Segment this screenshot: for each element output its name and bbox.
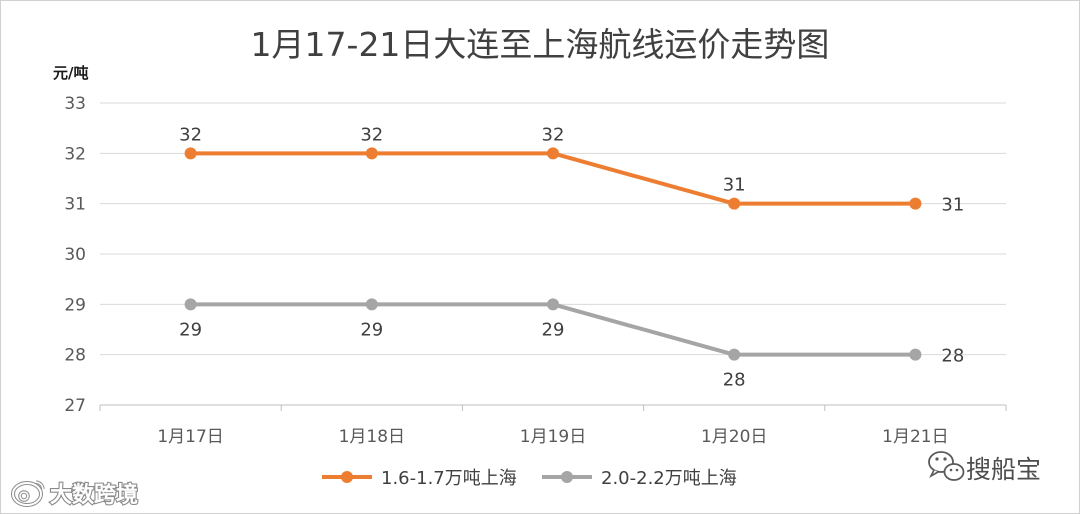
y-tick-label: 32 — [64, 144, 86, 164]
x-axis: 1月17日 1月18日 1月19日 1月20日 1月21日 — [99, 404, 1007, 447]
data-point — [547, 147, 559, 160]
data-label: 31 — [941, 195, 964, 216]
y-tick-label: 29 — [64, 295, 86, 315]
data-point — [184, 147, 197, 160]
legend-label: 1.6-1.7万吨上海 — [381, 468, 517, 489]
data-point — [728, 197, 741, 210]
data-point — [909, 197, 922, 210]
data-label: 29 — [360, 319, 383, 340]
data-label: 29 — [179, 319, 202, 340]
data-label: 28 — [723, 370, 746, 391]
series-group: 32 32 32 31 31 29 29 29 28 28 — [179, 124, 964, 390]
legend-swatch-marker — [561, 471, 573, 483]
x-tick-label: 1月18日 — [339, 427, 405, 447]
data-point — [365, 147, 378, 160]
data-point — [728, 348, 741, 361]
y-tick-label: 33 — [64, 94, 86, 114]
data-point — [909, 348, 922, 361]
y-axis-unit-label: 元/吨 — [53, 64, 88, 82]
wechat-icon — [928, 451, 965, 481]
watermark-left: 大数跨境 — [11, 480, 139, 509]
data-label: 32 — [542, 124, 565, 145]
y-tick-label: 28 — [64, 346, 86, 366]
y-tick-label: 30 — [64, 245, 86, 265]
y-axis: 27 28 29 30 31 32 33 — [64, 94, 86, 416]
watermark-right: 搜船宝 — [928, 451, 1041, 484]
x-tick-label: 1月19日 — [520, 427, 586, 447]
legend-item: 1.6-1.7万吨上海 — [322, 468, 517, 489]
data-label: 28 — [941, 346, 964, 367]
legend-item: 2.0-2.2万吨上海 — [542, 468, 737, 489]
x-tick-label: 1月21日 — [882, 427, 948, 447]
x-tick-label: 1月17日 — [157, 427, 223, 447]
data-label: 29 — [542, 319, 565, 340]
x-tick-label: 1月20日 — [701, 427, 767, 447]
chart-title: 1月17-21日大连至上海航线运价走势图 — [251, 25, 830, 64]
y-tick-label: 27 — [64, 396, 86, 416]
data-point — [365, 298, 378, 311]
weibo-logo-icon — [11, 480, 45, 507]
data-label: 32 — [179, 124, 202, 145]
y-tick-label: 31 — [64, 195, 86, 215]
legend-swatch-marker — [341, 471, 353, 483]
watermark-left-text: 大数跨境 — [50, 482, 138, 508]
legend-label: 2.0-2.2万吨上海 — [601, 468, 737, 489]
data-label: 32 — [360, 124, 383, 145]
data-point — [547, 298, 559, 311]
watermark-right-text: 搜船宝 — [966, 455, 1041, 484]
legend: 1.6-1.7万吨上海 2.0-2.2万吨上海 — [322, 468, 737, 489]
data-label: 31 — [723, 175, 746, 196]
data-point — [184, 298, 197, 311]
